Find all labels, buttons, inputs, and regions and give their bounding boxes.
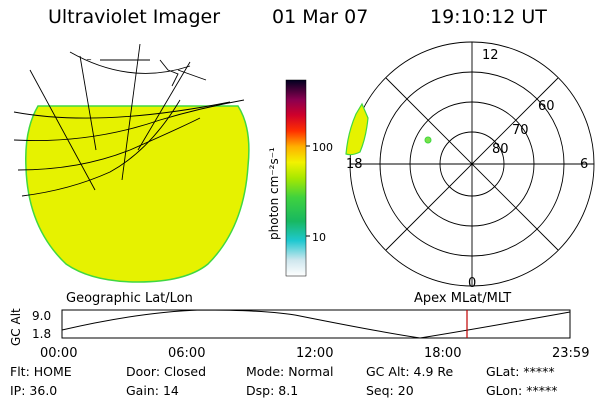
altitude-xtick-4: 23:59 [552,346,589,361]
altitude-ytick-1-8: 1.8 [32,327,51,341]
polar-spot [424,136,432,144]
polar-mlt-6: 6 [580,157,588,172]
polar-projection-label: Apex MLat/MLT [414,291,511,306]
colorbar: 100 10 photon cm⁻²s⁻¹ [267,79,333,277]
altitude-plot: GC Alt 9.0 1.8 00:00 06:00 12:00 18:00 2… [9,308,589,361]
polar-lat-70: 70 [512,123,529,138]
altitude-ylabel: GC Alt [9,308,23,346]
geographic-map: ~ [13,43,250,283]
map-grid-lines [13,43,245,197]
date-label: 01 Mar 07 [272,6,369,28]
altitude-xtick-1: 06:00 [168,346,205,361]
colorbar-gradient [285,79,307,277]
polar-image-footprint [345,102,369,156]
status-flt: Flt: HOME [10,364,72,379]
altitude-ytick-9: 9.0 [32,309,51,323]
altitude-xtick-3: 18:00 [424,346,461,361]
map-coast-label: ~ [86,56,92,64]
polar-labels: 60 70 80 12 18 6 0 [346,48,588,291]
status-mode: Mode: Normal [246,364,334,379]
status-ip: IP: 36.0 [10,383,58,398]
app-title: Ultraviolet Imager [48,6,221,28]
map-projection-label: Geographic Lat/Lon [66,291,193,306]
altitude-plot-frame [61,309,571,339]
altitude-curve [61,309,571,339]
polar-mlt-0: 0 [468,276,476,291]
status-glon: GLon: ***** [486,383,558,398]
colorbar-unit-label: photon cm⁻²s⁻¹ [267,147,281,240]
altitude-xtick-2: 12:00 [296,346,333,361]
status-gc-alt: GC Alt: 4.9 Re [366,364,454,379]
polar-plot [345,41,595,287]
time-label: 19:10:12 UT [430,6,547,28]
map-image-fill [25,105,250,283]
status-gain: Gain: 14 [126,383,179,398]
status-glat: GLat: ***** [486,364,555,379]
polar-lat-60: 60 [538,99,555,114]
colorbar-tick-label-100: 100 [312,141,333,154]
polar-mlt-12: 12 [482,48,499,63]
status-seq: Seq: 20 [366,383,414,398]
status-door: Door: Closed [126,364,207,379]
polar-diagonal-2 [385,77,559,251]
polar-lat-80: 80 [492,142,509,157]
colorbar-tick-label-10: 10 [312,231,326,244]
altitude-xtick-0: 00:00 [40,346,77,361]
status-dsp: Dsp: 8.1 [246,383,299,398]
polar-mlt-18: 18 [346,157,363,172]
